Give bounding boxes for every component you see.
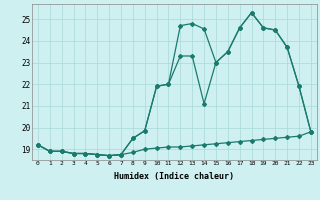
X-axis label: Humidex (Indice chaleur): Humidex (Indice chaleur) — [115, 172, 234, 181]
